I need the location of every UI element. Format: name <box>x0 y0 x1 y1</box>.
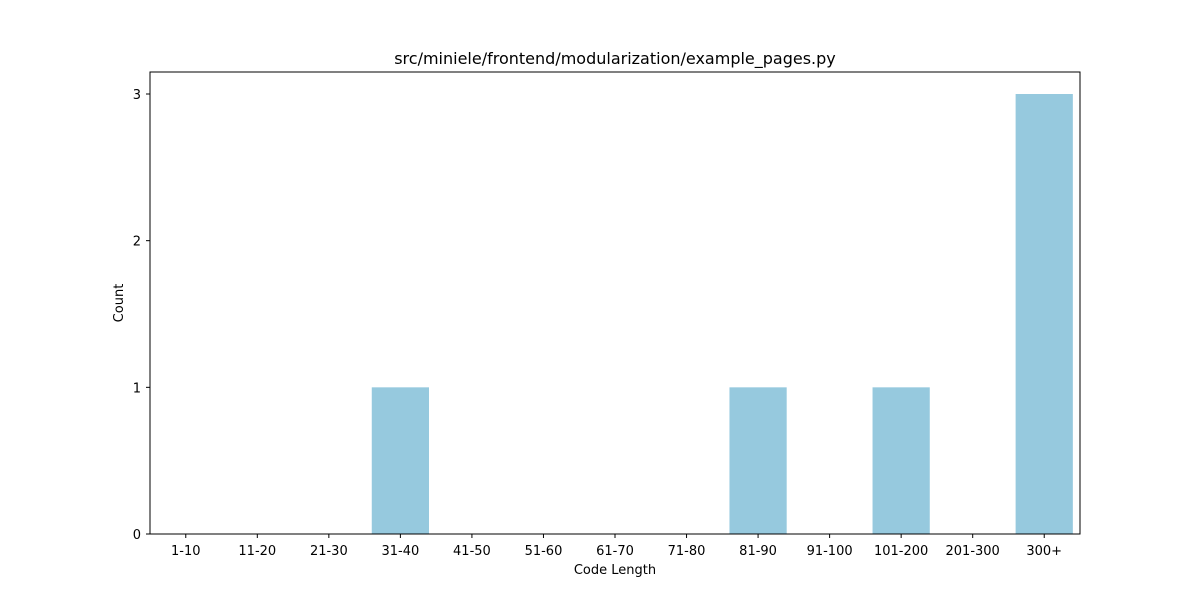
x-tick-label: 11-20 <box>238 544 276 559</box>
chart-title: src/miniele/frontend/modularization/exam… <box>394 49 836 69</box>
y-tick-label: 0 <box>133 528 141 543</box>
bars-group <box>371 94 1073 534</box>
bar-300+ <box>1015 94 1073 534</box>
plot-frame <box>149 71 1081 535</box>
y-axis-label: Count <box>112 284 127 323</box>
y-tick-label: 2 <box>133 235 141 250</box>
bar-31-40 <box>371 387 429 534</box>
x-tick-label: 300+ <box>1026 544 1062 559</box>
x-tick-label: 61-70 <box>596 544 634 559</box>
x-tick-label: 71-80 <box>668 544 706 559</box>
x-tick-label: 31-40 <box>381 544 419 559</box>
x-tick-label: 51-60 <box>525 544 563 559</box>
x-tick-label: 91-100 <box>807 544 853 559</box>
x-tick-label: 21-30 <box>310 544 348 559</box>
x-tick-label: 201-300 <box>946 544 1000 559</box>
bar-101-200 <box>872 387 930 534</box>
x-tick-label: 81-90 <box>739 544 777 559</box>
y-tick-label: 3 <box>133 88 141 103</box>
x-axis-label: Code Length <box>574 563 656 578</box>
x-axis-ticks: 1-10 11-20 21-30 31-40 41-50 51-60 61-70 71-80 8… <box>171 534 1062 559</box>
bar-81-90 <box>729 387 787 534</box>
x-tick-label: 41-50 <box>453 544 491 559</box>
y-axis-ticks: 0 1 2 3 <box>133 88 150 543</box>
y-tick-label: 1 <box>133 381 141 396</box>
x-tick-label: 1-10 <box>171 544 201 559</box>
x-tick-label: 101-200 <box>874 544 928 559</box>
